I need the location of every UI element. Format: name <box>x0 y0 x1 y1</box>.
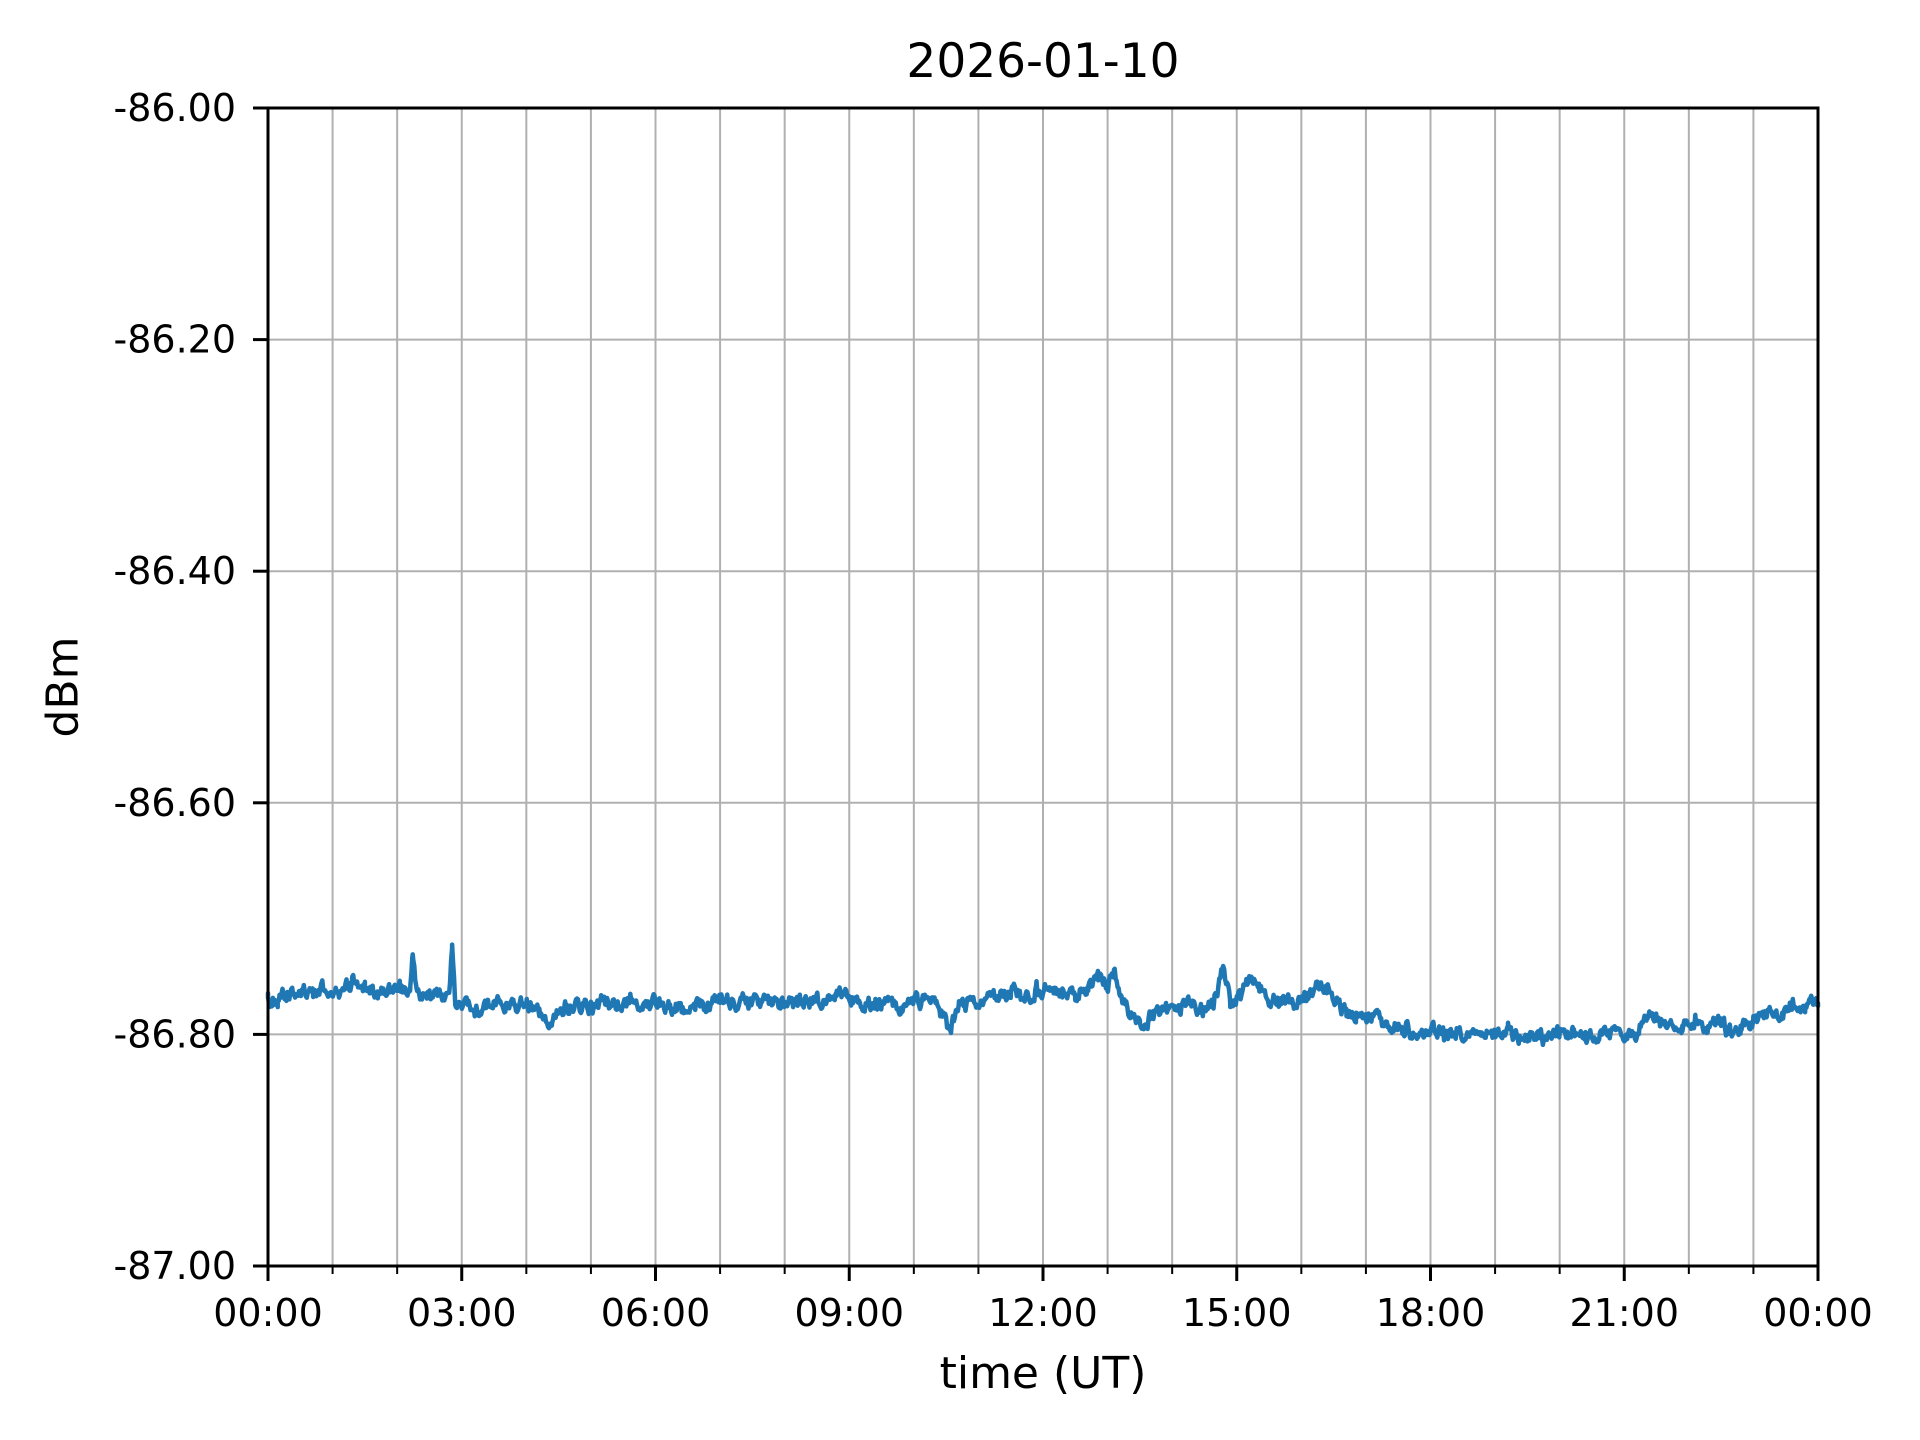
x-tick-label: 15:00 <box>1182 1291 1292 1335</box>
x-tick-label: 12:00 <box>988 1291 1098 1335</box>
y-tick-label: -86.20 <box>114 318 237 362</box>
y-tick-label: -86.60 <box>114 781 237 825</box>
y-tick-label: -86.00 <box>114 86 237 130</box>
y-tick-label: -87.00 <box>114 1244 237 1288</box>
series-line <box>265 942 1821 1048</box>
y-tick-label: -86.40 <box>114 549 237 593</box>
x-tick-label: 09:00 <box>794 1291 904 1335</box>
x-tick-label: 00:00 <box>1763 1291 1873 1335</box>
x-tick-label: 18:00 <box>1376 1291 1486 1335</box>
x-tick-label: 00:00 <box>213 1291 323 1335</box>
x-tick-label: 03:00 <box>407 1291 517 1335</box>
x-tick-label: 06:00 <box>601 1291 711 1335</box>
chart-title: 2026-01-10 <box>906 34 1180 89</box>
x-tick-label: 21:00 <box>1569 1291 1679 1335</box>
x-axis-label: time (UT) <box>939 1348 1147 1399</box>
y-tick-label: -86.80 <box>114 1012 237 1056</box>
